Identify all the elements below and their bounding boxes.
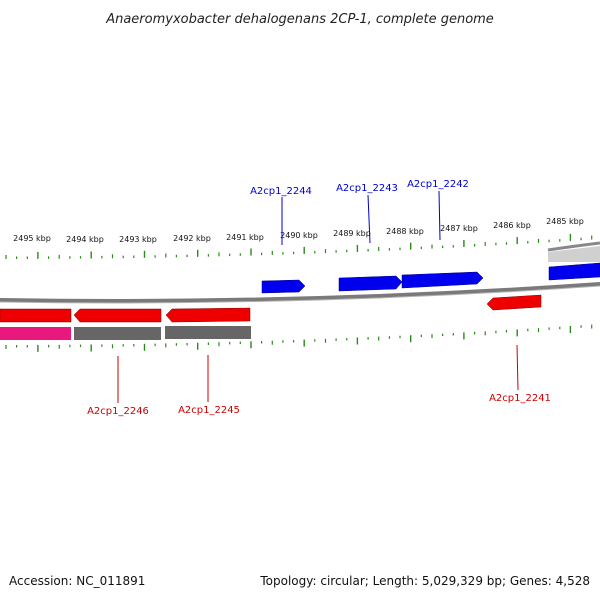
lower-track bbox=[0, 326, 251, 340]
backbone-track bbox=[0, 282, 600, 303]
label-A2cp1_2242[interactable]: A2cp1_2242 bbox=[407, 179, 469, 190]
tick-label-2492: 2492 kbp bbox=[173, 234, 211, 243]
inner-tick-ruler bbox=[5, 324, 593, 352]
gene-A2cp1_2246[interactable] bbox=[73, 308, 162, 323]
tick-label-2490: 2490 kbp bbox=[280, 231, 318, 240]
backbone-track-shadow bbox=[0, 285, 600, 304]
reverse-gene-labels: A2cp1_2241 A2cp1_2246 A2cp1_2245 bbox=[87, 344, 551, 417]
gray-track-upper bbox=[548, 246, 600, 262]
pink-gene-block[interactable] bbox=[0, 327, 71, 340]
map-title: Anaeromyxobacter dehalogenans 2CP-1, com… bbox=[105, 12, 494, 27]
leader-A2cp1_2243 bbox=[367, 194, 371, 244]
accession-text: Accession: NC_011891 bbox=[9, 574, 146, 588]
tick-label-2494: 2494 kbp bbox=[66, 235, 104, 244]
gene-A2cp1_2242[interactable] bbox=[401, 271, 484, 289]
gene-reverse-left-partial[interactable] bbox=[0, 308, 72, 323]
gene-A2cp1_2243[interactable] bbox=[338, 275, 403, 292]
leader-A2cp1_2242 bbox=[438, 190, 441, 241]
gene-forward-partial[interactable] bbox=[548, 262, 600, 281]
gene-A2cp1_2241[interactable] bbox=[486, 294, 542, 311]
forward-genes bbox=[261, 262, 600, 294]
tick-label-2488: 2488 kbp bbox=[386, 227, 424, 236]
reverse-genes bbox=[0, 294, 542, 323]
gene-A2cp1_2245[interactable] bbox=[165, 307, 251, 323]
tick-label-2489: 2489 kbp bbox=[333, 229, 371, 238]
gene-A2cp1_2244[interactable] bbox=[261, 279, 306, 294]
label-A2cp1_2241[interactable]: A2cp1_2241 bbox=[489, 393, 551, 404]
scale-labels: 2495 kbp 2494 kbp 2493 kbp 2492 kbp 2491… bbox=[13, 217, 584, 244]
tick-label-2487: 2487 kbp bbox=[440, 224, 478, 233]
gray-track-upper-edge bbox=[547, 241, 600, 252]
leader-A2cp1_2241 bbox=[516, 344, 519, 391]
label-A2cp1_2245[interactable]: A2cp1_2245 bbox=[178, 405, 240, 416]
label-A2cp1_2246[interactable]: A2cp1_2246 bbox=[87, 406, 149, 417]
tick-label-2495: 2495 kbp bbox=[13, 234, 51, 243]
tick-label-2486: 2486 kbp bbox=[493, 221, 531, 230]
tick-label-2491: 2491 kbp bbox=[226, 233, 264, 242]
tick-label-2493: 2493 kbp bbox=[119, 235, 157, 244]
gray-gene-block-2[interactable] bbox=[165, 326, 251, 339]
label-A2cp1_2244[interactable]: A2cp1_2244 bbox=[250, 186, 312, 197]
label-A2cp1_2243[interactable]: A2cp1_2243 bbox=[336, 183, 398, 194]
genome-summary-text: Topology: circular; Length: 5,029,329 bp… bbox=[260, 574, 590, 588]
tick-label-2485: 2485 kbp bbox=[546, 217, 584, 226]
gray-gene-block-1[interactable] bbox=[74, 327, 161, 340]
forward-gene-labels: A2cp1_2244 A2cp1_2243 A2cp1_2242 bbox=[250, 179, 469, 245]
outer-tick-ruler bbox=[5, 233, 593, 259]
